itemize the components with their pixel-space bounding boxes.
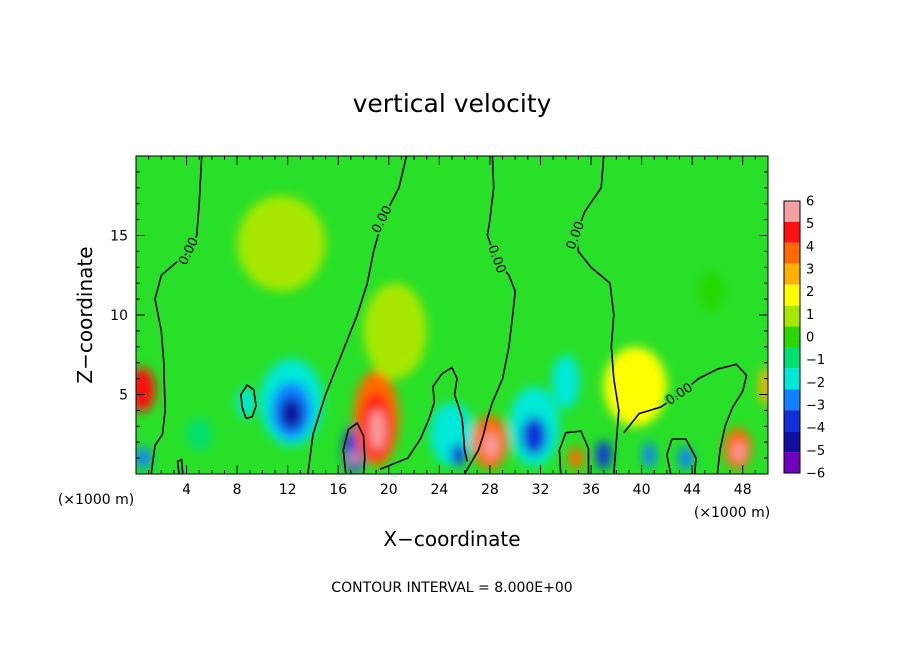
velocity-cell-18 <box>551 354 580 409</box>
x-tick-label-11: 48 <box>734 482 752 498</box>
colorbar-label-5: 1 <box>806 308 814 323</box>
colorbar-swatch-9 <box>784 389 800 411</box>
contour-line-7 <box>240 383 257 420</box>
colorbar-label-3: 3 <box>806 263 814 278</box>
contour-line-3 <box>575 156 620 474</box>
x-tick-label-8: 36 <box>582 482 600 498</box>
colorbar-swatch-6 <box>784 326 800 348</box>
colorbar: 6 5 4 3 2 1 0 −1 −2 −3 −4 −5 −6 <box>783 195 825 482</box>
colorbar-label-12: −6 <box>806 467 825 482</box>
y-axis-title: Z−coordinate <box>73 246 97 383</box>
velocity-cell-21 <box>603 346 667 427</box>
contour-line-1 <box>307 156 408 474</box>
velocity-cell-8 <box>349 450 358 467</box>
x-tick-label-5: 24 <box>430 482 448 498</box>
velocity-cell-28 <box>363 283 427 379</box>
contour-line-0 <box>150 156 203 474</box>
x-axis-ticks: 4 8 12 16 20 24 28 32 36 40 44 48 <box>148 156 756 498</box>
colorbar-label-1: 5 <box>806 217 814 232</box>
contour-interval-note: CONTOUR INTERVAL = 8.000E+00 <box>331 580 572 596</box>
colorbar-label-10: −4 <box>806 421 825 436</box>
colorbar-label-6: 0 <box>806 331 814 346</box>
x-tick-label-9: 40 <box>633 482 651 498</box>
colorbar-label-8: −2 <box>806 376 825 391</box>
x-tick-label-4: 20 <box>380 482 398 498</box>
x-tick-label-0: 4 <box>182 482 191 498</box>
velocity-cell-26 <box>759 367 768 406</box>
colorbar-swatch-0 <box>784 201 800 222</box>
velocity-cell-20 <box>596 440 612 470</box>
contour-line-10 <box>558 430 590 474</box>
contour-line-5 <box>379 366 468 470</box>
colorbar-swatch-1 <box>784 221 800 243</box>
velocity-cell-19 <box>568 446 584 470</box>
x-tick-label-1: 8 <box>233 482 242 498</box>
colorbar-label-7: −1 <box>806 353 825 368</box>
colorbar-label-2: 4 <box>806 240 814 255</box>
velocity-cell-11 <box>369 408 386 451</box>
x-axis-title: X−coordinate <box>383 527 520 551</box>
colorbar-swatch-5 <box>784 305 800 327</box>
colorbar-label-11: −5 <box>806 444 825 459</box>
velocity-cell-17 <box>521 416 547 455</box>
colorbar-label-9: −3 <box>806 399 825 414</box>
colorbar-frame <box>783 200 801 474</box>
x-tick-label-2: 12 <box>279 482 297 498</box>
y-tick-label-0: 5 <box>119 388 128 404</box>
colorbar-swatch-4 <box>784 284 800 306</box>
colorbar-label-4: 2 <box>806 285 814 300</box>
contour-line-4 <box>623 363 748 474</box>
velocity-cell-1 <box>136 446 152 470</box>
y-tick-label-2: 15 <box>110 229 128 245</box>
colorbar-swatch-8 <box>784 368 800 390</box>
velocity-cell-6 <box>237 386 255 419</box>
colorbar-swatch-11 <box>784 431 800 453</box>
y-tick-label-1: 10 <box>110 308 128 324</box>
colorbar-label-0: 6 <box>806 195 814 210</box>
x-tick-label-7: 32 <box>532 482 550 498</box>
velocity-cell-27 <box>237 195 326 292</box>
x-unit-label-left: (×1000 m) <box>58 492 134 508</box>
plot-area: 0.000.000.000.000.00 4 8 12 16 20 24 28 32 36 40 4… <box>110 155 769 498</box>
velocity-cell-0 <box>136 367 155 412</box>
colorbar-swatch-2 <box>784 242 800 264</box>
colorbar-swatch-7 <box>784 347 800 369</box>
colorbar-swatch-10 <box>784 410 800 432</box>
x-tick-label-6: 28 <box>481 482 499 498</box>
contour-line-8 <box>176 458 184 474</box>
velocity-cell-5 <box>280 397 303 430</box>
contour-line-2 <box>463 156 517 474</box>
velocity-cell-13 <box>450 443 466 467</box>
colorbar-swatch-3 <box>784 263 800 285</box>
y-axis-ticks: 5 10 15 <box>110 171 768 459</box>
x-tick-label-3: 16 <box>329 482 347 498</box>
contour-line-6 <box>342 421 366 474</box>
x-unit-label-right: (×1000 m) <box>694 505 770 521</box>
colorbar-swatch-12 <box>784 452 800 473</box>
velocity-cell-25 <box>733 442 745 462</box>
velocity-cell-23 <box>678 446 694 470</box>
velocity-cell-2 <box>186 418 212 451</box>
x-tick-label-10: 44 <box>683 482 701 498</box>
velocity-cell-22 <box>642 442 656 468</box>
velocity-cell-29 <box>698 271 724 312</box>
chart-title: vertical velocity <box>353 89 552 118</box>
contour-line-9 <box>666 438 697 474</box>
velocity-cell-15 <box>484 432 499 459</box>
velocity-field <box>136 195 768 474</box>
